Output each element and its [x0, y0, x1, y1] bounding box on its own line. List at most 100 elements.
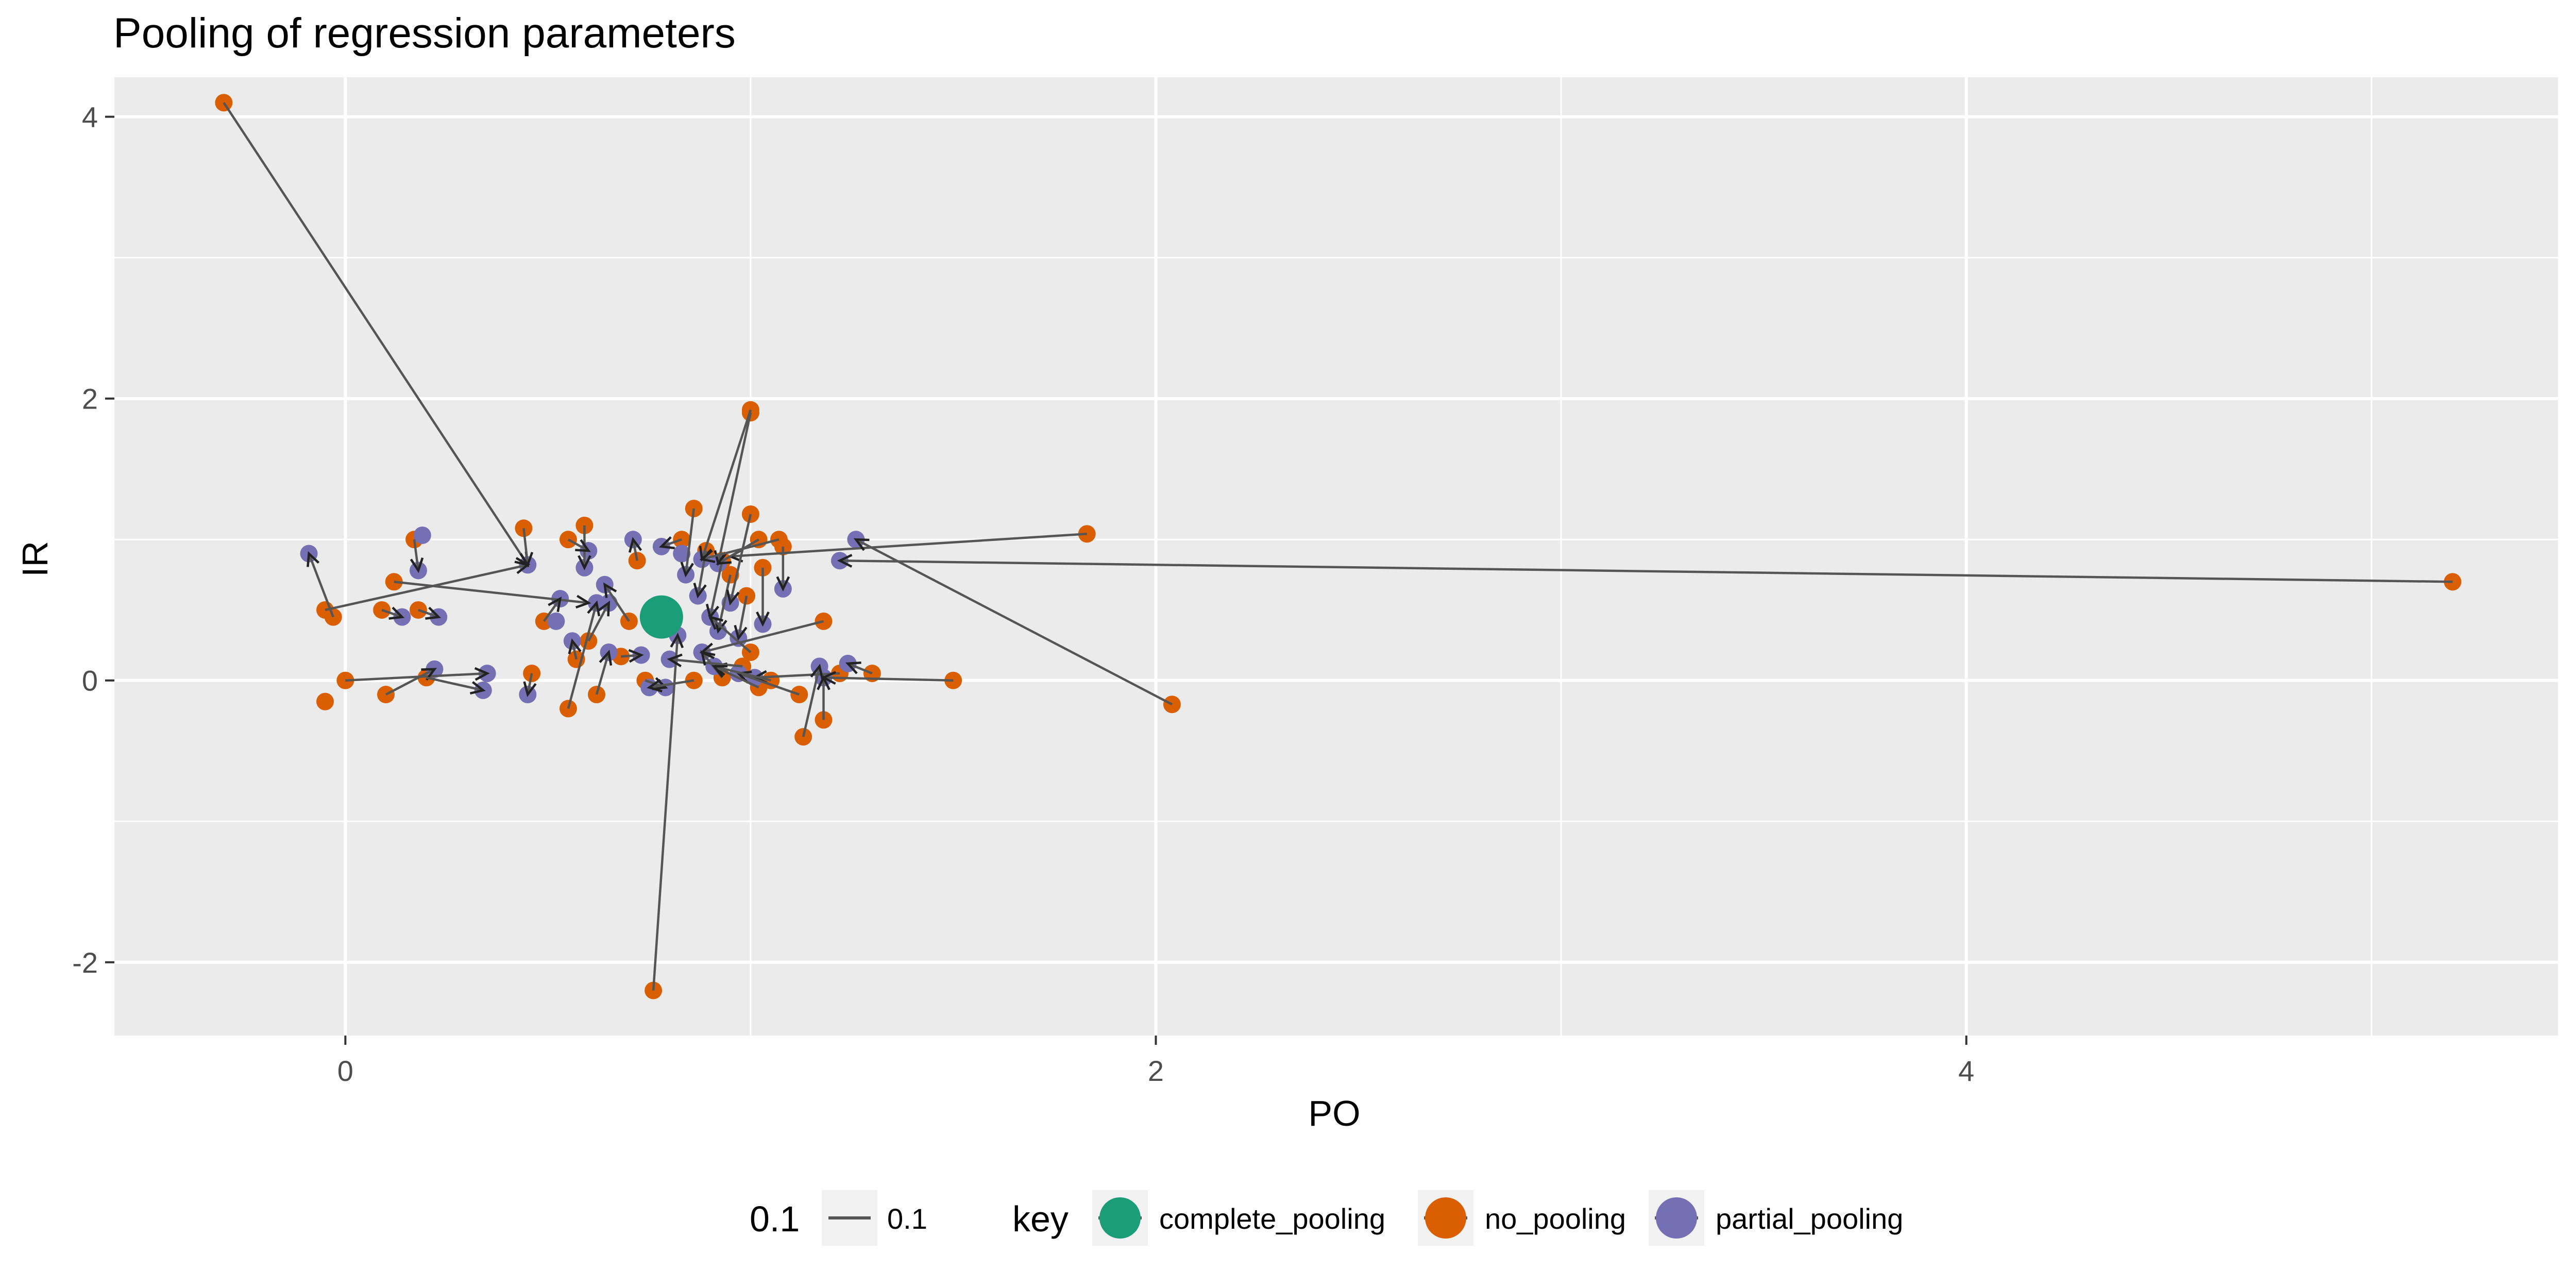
pooling-arrow [595, 650, 613, 695]
legend-line-title: 0.1 [750, 1199, 800, 1239]
pooling-arrow-head [474, 667, 490, 681]
x-tick-label: 2 [1148, 1055, 1164, 1087]
pooling-arrow-shaft [701, 538, 779, 561]
pooling-arrow [652, 633, 684, 991]
pooling-arrow-head [658, 536, 675, 550]
pooling-arrow-head [821, 671, 837, 685]
pooling-arrow [726, 514, 752, 606]
pooling-arrow-shaft [709, 560, 724, 618]
pooling-arrow [802, 664, 824, 737]
pooling-arrow-shaft [413, 539, 420, 571]
pooling-arrow [587, 600, 611, 642]
pooling-arrow-shaft [381, 608, 403, 618]
pooling-arrow [307, 551, 334, 618]
grid [114, 77, 2558, 1036]
pooling-arrow [567, 538, 591, 552]
pooling-arrow-shaft [802, 666, 821, 737]
pooling-arrow-head [587, 600, 601, 617]
pooling-arrow-head [716, 551, 732, 565]
pooling-arrow-shaft [603, 584, 630, 622]
pooling-arrow-head [425, 606, 442, 620]
pooling-arrow [628, 537, 642, 561]
pooling-arrow [381, 606, 405, 620]
legend: 0.1 0.1 key complete_pooling no_pooling … [750, 1190, 1903, 1246]
pooling-arrow-shaft [684, 508, 696, 575]
pooling-arrow-shaft [345, 672, 487, 682]
pooling-arrow-head [628, 649, 644, 663]
pooling-arrow [385, 668, 437, 696]
pooling-arrow-shaft [385, 668, 435, 696]
pooling-arrow-shaft [709, 616, 752, 653]
pooling-arrow-head [680, 562, 694, 578]
no_pooling-point [316, 692, 334, 710]
pooling-arrow-head [693, 582, 707, 599]
pooling-arrow [658, 536, 682, 550]
pooling-arrow-shaft [527, 673, 533, 695]
pooling-arrow [345, 667, 490, 682]
legend-entry-no-pooling: no_pooling [1485, 1202, 1626, 1235]
chart-title: Pooling of regression parameters [113, 10, 736, 57]
pooling-arrow-head [628, 537, 642, 553]
pooling-arrow [394, 580, 591, 609]
legend-swatch-no-pooling [1425, 1197, 1466, 1239]
arrows [223, 101, 2453, 991]
pooling-arrow-head [548, 596, 562, 613]
legend-line-label: 0.1 [887, 1202, 927, 1235]
pooling-arrow-shaft [855, 538, 1173, 706]
pooling-arrow-shaft [714, 665, 759, 689]
pooling-arrow-shaft [729, 514, 752, 603]
pooling-arrow-head [708, 615, 723, 630]
pooling-arrow-head [421, 668, 437, 681]
pooling-arrow-head [647, 679, 663, 693]
legend-entry-partial: partial_pooling [1716, 1202, 1903, 1235]
pooling-arrow [845, 661, 873, 675]
legend-entry-complete: complete_pooling [1159, 1202, 1385, 1235]
pooling-arrow [667, 653, 743, 668]
pooling-arrow-shaft [737, 596, 748, 639]
pooling-arrow-shaft [701, 620, 824, 654]
partial_pooling-point [547, 612, 565, 630]
y-tick-label: 0 [82, 665, 98, 697]
ticks: 0 2 4 -2 0 2 4 [72, 101, 1974, 1087]
pooling-arrow-head [667, 653, 683, 668]
pooling-arrow [523, 673, 537, 698]
pooling-arrow-shaft [571, 640, 578, 660]
pooling-arrow [410, 539, 424, 573]
pooling-arrow-head [410, 557, 424, 573]
pooling-arrow [734, 596, 748, 641]
pooling-arrow-shaft [847, 662, 873, 675]
pooling-arrow-shaft [717, 574, 732, 632]
partial_pooling-point [673, 545, 691, 563]
pooling-arrow [426, 676, 486, 694]
pooling-arrow-head [597, 600, 611, 617]
complete-pooling-point [639, 595, 683, 639]
pooling-arrow [711, 665, 759, 689]
pooling-arrow-shaft [738, 672, 800, 696]
y-tick-label: 2 [82, 383, 98, 415]
pooling-arrow-head [599, 650, 613, 666]
pooling-arrow-head [670, 633, 684, 649]
no_pooling-point [575, 516, 594, 534]
pooling-arrow [699, 538, 779, 563]
pooling-arrow-shaft [522, 528, 529, 565]
pooling-arrow [647, 679, 694, 693]
pooling-arrow-shaft [839, 559, 2453, 583]
pooling-arrow-shaft [223, 101, 529, 566]
pooling-arrow-shaft [701, 409, 752, 560]
pooling-arrow-head [711, 665, 728, 678]
pooling-arrow-shaft [567, 602, 598, 709]
pooling-arrow-shaft [595, 652, 610, 695]
pooling-arrow [568, 638, 582, 660]
legend-swatch-partial [1656, 1197, 1697, 1239]
pooling-arrow-head [575, 539, 591, 552]
pooling-arrow-shaft [730, 532, 1087, 558]
pooling-arrow [821, 671, 954, 685]
pooling-arrow-head [388, 606, 405, 620]
pooling-arrow-head [603, 582, 617, 598]
pooling-arrow-shaft [308, 553, 334, 618]
pooling-arrow-head [837, 554, 853, 568]
pooling-arrow [716, 538, 759, 565]
legend-key-title: key [1012, 1199, 1069, 1239]
pooling-arrow-shaft [652, 635, 679, 991]
pooling-arrow-head [726, 589, 740, 606]
